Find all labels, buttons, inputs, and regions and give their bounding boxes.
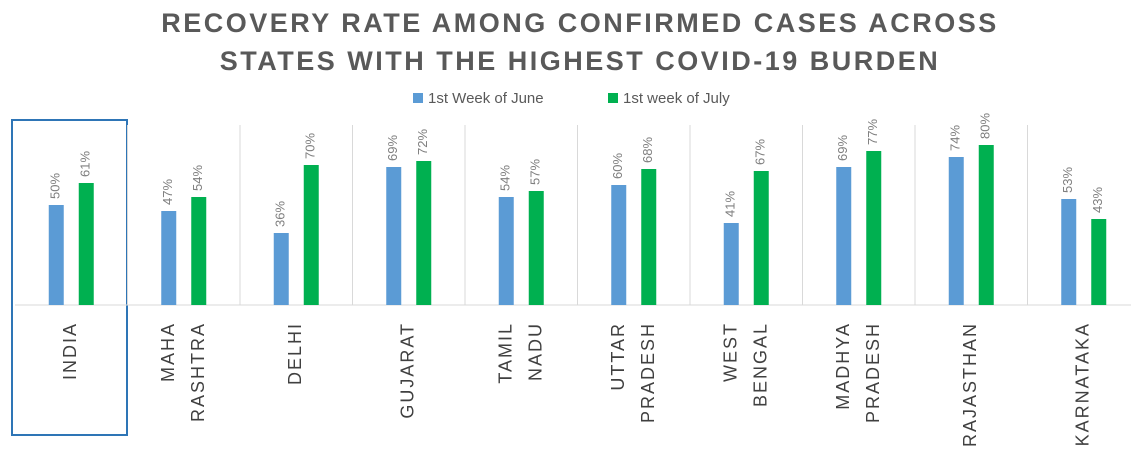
value-label: 77% [865,119,880,145]
x-tick-label-line: UTTAR [608,322,628,391]
chart-title: RECOVERY RATE AMONG CONFIRMED CASES ACRO… [161,8,999,38]
x-tick-label: MAHA RASHTRA [158,322,208,422]
value-label: 68% [640,137,655,163]
value-label: 54% [498,165,513,191]
value-label: 67% [753,139,768,165]
x-tick-label: GUJARAT [398,322,418,419]
bar [386,167,402,305]
bar [611,185,627,305]
value-label: 57% [528,159,543,185]
bar [1091,219,1107,305]
value-label: 43% [1090,187,1105,213]
value-label: 36% [273,201,288,227]
x-tick-label: KARNATAKA [1073,322,1093,446]
bar [161,211,177,305]
x-tick-label-line: PRADESH [863,322,883,423]
bar [78,183,94,305]
x-tick-label-line: BENGAL [750,322,770,407]
chart-title: STATES WITH THE HIGHEST COVID-19 BURDEN [220,46,941,76]
value-label: 60% [610,153,625,179]
value-label: 47% [160,179,175,205]
x-tick-label-line: PRADESH [638,322,658,423]
highlight-box [11,119,128,436]
legend-swatch [608,93,618,103]
value-label: 80% [978,113,993,139]
value-label: 54% [190,165,205,191]
bar [723,223,739,305]
value-label: 74% [948,125,963,151]
x-tick-label: WEST BENGAL [720,322,770,407]
bar [528,191,544,305]
legend-label: 1st week of July [623,90,730,107]
bar [48,205,64,305]
bar [273,233,289,305]
legend-swatch [413,93,423,103]
x-tick-label-line: MAHA [158,322,178,382]
bar [498,197,514,305]
x-tick-label-line: RASHTRA [188,322,208,422]
x-tick-label-line: TAMIL [495,322,515,384]
x-tick-label: DELHI [285,322,305,385]
value-label: 69% [835,135,850,161]
bar [641,169,657,305]
value-label: 61% [78,151,93,177]
x-tick-label: INDIA [60,322,80,380]
x-tick-label: UTTAR PRADESH [608,322,658,423]
x-tick-label: RAJASTHAN [960,322,980,447]
x-tick-label-line: MADHYA [833,322,853,410]
bar [416,161,432,305]
bar [191,197,207,305]
legend-label: 1st Week of June [428,90,544,107]
value-label: 69% [385,135,400,161]
x-tick-label-line: WEST [720,322,740,382]
bar [753,171,769,305]
bar [866,151,882,305]
value-label: 70% [303,133,318,159]
x-tick-label: MADHYA PRADESH [833,322,883,423]
x-tick-label-line: NADU [525,322,545,381]
bar [303,165,319,305]
bar [1061,199,1077,305]
value-label: 72% [415,129,430,155]
bar [836,167,852,305]
x-tick-label: TAMIL NADU [495,322,545,384]
bar [948,157,964,305]
value-label: 41% [723,191,738,217]
bar [978,145,994,305]
value-label: 53% [1060,167,1075,193]
value-label: 50% [48,173,63,199]
